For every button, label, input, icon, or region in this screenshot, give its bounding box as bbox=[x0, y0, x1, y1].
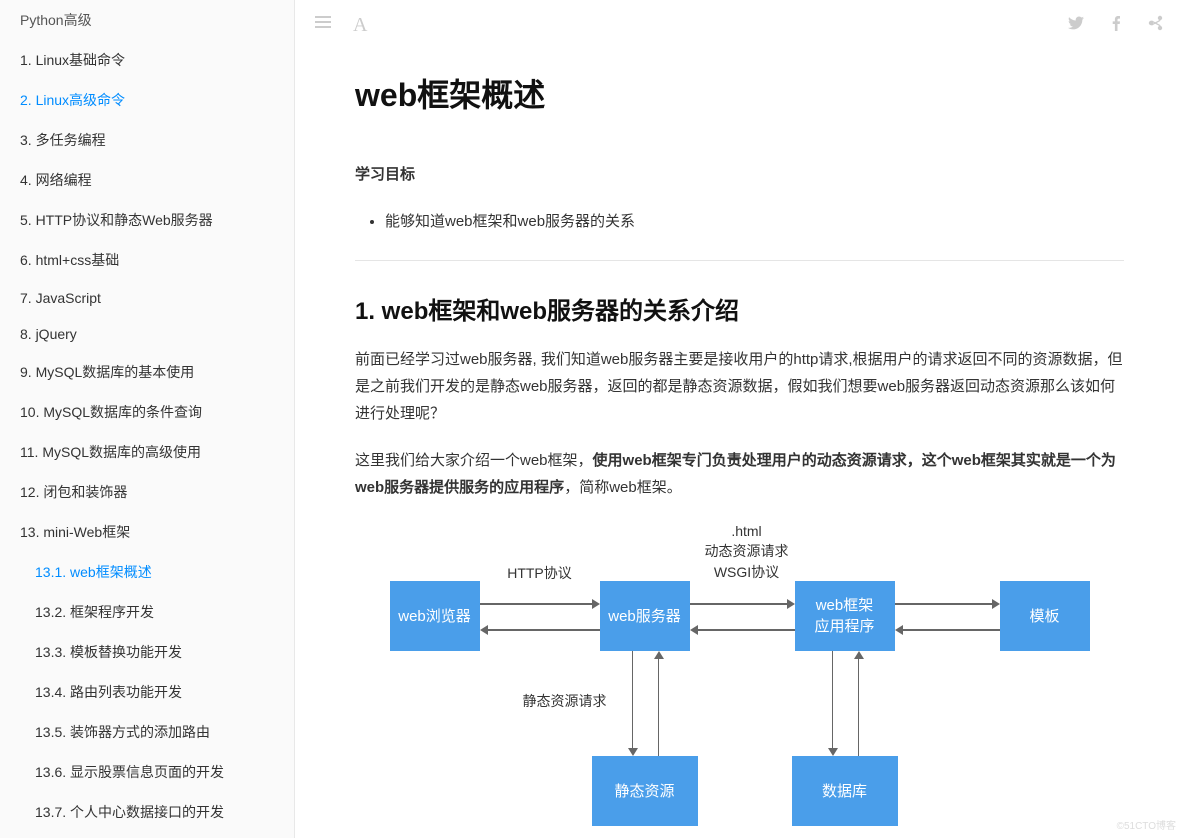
nav-item[interactable]: 9. MySQL数据库的基本使用 bbox=[0, 352, 294, 392]
nav-sub-item[interactable]: 13.7. 个人中心数据接口的开发 bbox=[0, 792, 294, 832]
diagram-node-browser: web浏览器 bbox=[390, 581, 480, 651]
topbar: A bbox=[295, 0, 1184, 50]
nav-item[interactable]: 7. JavaScript bbox=[0, 280, 294, 316]
watermark: ©51CTO博客 bbox=[1117, 817, 1176, 832]
diagram-node-server: web服务器 bbox=[600, 581, 690, 651]
nav-item[interactable]: 8. jQuery bbox=[0, 316, 294, 352]
diagram-node-static: 静态资源 bbox=[592, 756, 698, 826]
nav-sub-item[interactable]: 13.2. 框架程序开发 bbox=[0, 592, 294, 632]
nav-item[interactable]: 13. mini-Web框架 bbox=[0, 512, 294, 552]
nav-list: 1. Linux基础命令2. Linux高级命令3. 多任务编程4. 网络编程5… bbox=[0, 40, 294, 552]
diagram-node-db: 数据库 bbox=[792, 756, 898, 826]
nav-item[interactable]: 6. html+css基础 bbox=[0, 240, 294, 280]
architecture-diagram: web浏览器 web服务器 web框架应用程序 模板静态资源 数据库 HTTP协议 .htm… bbox=[370, 521, 1110, 838]
nav-sub-item[interactable]: 13.6. 显示股票信息页面的开发 bbox=[0, 752, 294, 792]
share-icon[interactable] bbox=[1148, 15, 1164, 36]
article-content: web框架概述 学习目标 能够知道web框架和web服务器的关系 1. web框… bbox=[295, 50, 1184, 838]
nav-item[interactable]: 10. MySQL数据库的条件查询 bbox=[0, 392, 294, 432]
sidebar-nav: Python高级 1. Linux基础命令2. Linux高级命令3. 多任务编… bbox=[0, 0, 295, 838]
nav-item[interactable]: 11. MySQL数据库的高级使用 bbox=[0, 432, 294, 472]
nav-sub-item[interactable]: 13.8. ajax请求数据渲染个人中心页面 bbox=[0, 832, 294, 838]
divider bbox=[355, 260, 1124, 261]
goal-label: 学习目标 bbox=[355, 161, 1124, 188]
section-heading: 1. web框架和web服务器的关系介绍 bbox=[355, 291, 1124, 326]
nav-sub-item[interactable]: 13.4. 路由列表功能开发 bbox=[0, 672, 294, 712]
twitter-icon[interactable] bbox=[1068, 15, 1084, 36]
diagram-label: HTTP协议 bbox=[500, 563, 580, 583]
nav-sub-item[interactable]: 13.1. web框架概述 bbox=[0, 552, 294, 592]
nav-sub-item[interactable]: 13.5. 装饰器方式的添加路由 bbox=[0, 712, 294, 752]
font-style-icon[interactable]: A bbox=[353, 14, 367, 37]
nav-item[interactable]: 3. 多任务编程 bbox=[0, 120, 294, 160]
nav-item[interactable]: 12. 闭包和装饰器 bbox=[0, 472, 294, 512]
nav-item[interactable]: 2. Linux高级命令 bbox=[0, 80, 294, 120]
sidebar-title: Python高级 bbox=[0, 0, 294, 40]
paragraph: 这里我们给大家介绍一个web框架，使用web框架专门负责处理用户的动态资源请求，… bbox=[355, 447, 1124, 501]
paragraph: 前面已经学习过web服务器, 我们知道web服务器主要是接收用户的http请求,… bbox=[355, 346, 1124, 427]
diagram-label: .html动态资源请求WSGI协议 bbox=[692, 521, 802, 582]
diagram-label: 静态资源请求 bbox=[510, 691, 620, 711]
nav-item[interactable]: 4. 网络编程 bbox=[0, 160, 294, 200]
nav-sublist: 13.1. web框架概述13.2. 框架程序开发13.3. 模板替换功能开发1… bbox=[0, 552, 294, 838]
goal-bullet: 能够知道web框架和web服务器的关系 bbox=[385, 208, 1124, 235]
facebook-icon[interactable] bbox=[1108, 15, 1124, 36]
goal-list: 能够知道web框架和web服务器的关系 bbox=[385, 208, 1124, 235]
page-title: web框架概述 bbox=[355, 70, 1124, 116]
diagram-node-app: web框架应用程序 bbox=[795, 581, 895, 651]
nav-item[interactable]: 1. Linux基础命令 bbox=[0, 40, 294, 80]
nav-sub-item[interactable]: 13.3. 模板替换功能开发 bbox=[0, 632, 294, 672]
diagram-node-template: 模板 bbox=[1000, 581, 1090, 651]
menu-icon[interactable] bbox=[315, 14, 331, 37]
nav-item[interactable]: 5. HTTP协议和静态Web服务器 bbox=[0, 200, 294, 240]
